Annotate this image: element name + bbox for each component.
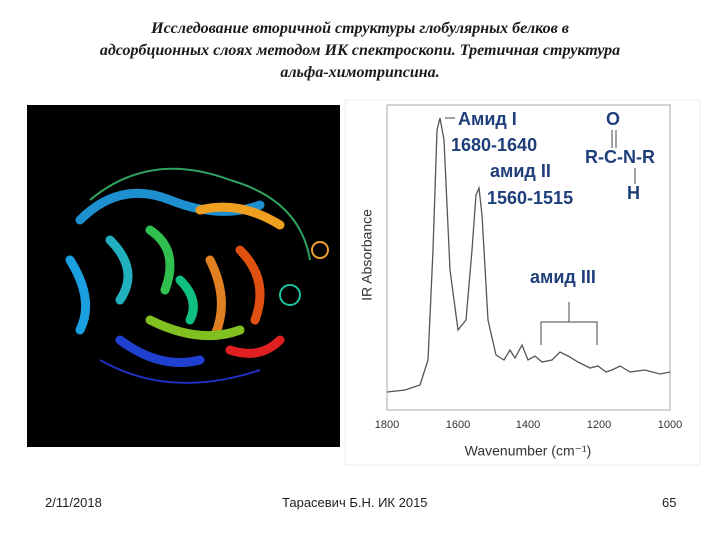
annotation: Амид I (458, 109, 517, 129)
title-line: адсорбционных слоях методом ИК спектроск… (99, 42, 621, 59)
y-axis-label: IR Absorbance (359, 209, 375, 301)
x-tick-label: 1200 (587, 419, 611, 431)
x-tick-label: 1400 (516, 419, 540, 431)
formula: O (606, 109, 620, 129)
x-tick-label: 1800 (375, 419, 399, 431)
formula: R-C-N-R (585, 147, 655, 167)
footer-date: 2/11/2018 (45, 495, 102, 510)
x-axis-label: Wavenumber (cm⁻¹) (465, 443, 592, 459)
formula: H (627, 183, 640, 203)
footer-page: 65 (662, 495, 677, 510)
spectrum-image: Амид I 1680-1640 амид II 1560-1515 амид … (344, 99, 701, 466)
annotation: 1680-1640 (451, 135, 537, 155)
x-tick-label: 1000 (658, 419, 682, 431)
annotation: амид III (530, 267, 596, 287)
annotation: 1560-1515 (487, 188, 573, 208)
title-line: альфа-химотрипсина. (280, 64, 440, 81)
protein-image (27, 105, 340, 447)
spectrum-curve (386, 117, 671, 393)
x-tick-label: 1600 (446, 419, 470, 431)
footer-author: Тарасевич Б.Н. ИК 2015 (282, 495, 428, 510)
title-line: Исследование вторичной структуры глобуля… (151, 20, 569, 37)
annotation: амид II (490, 161, 551, 181)
